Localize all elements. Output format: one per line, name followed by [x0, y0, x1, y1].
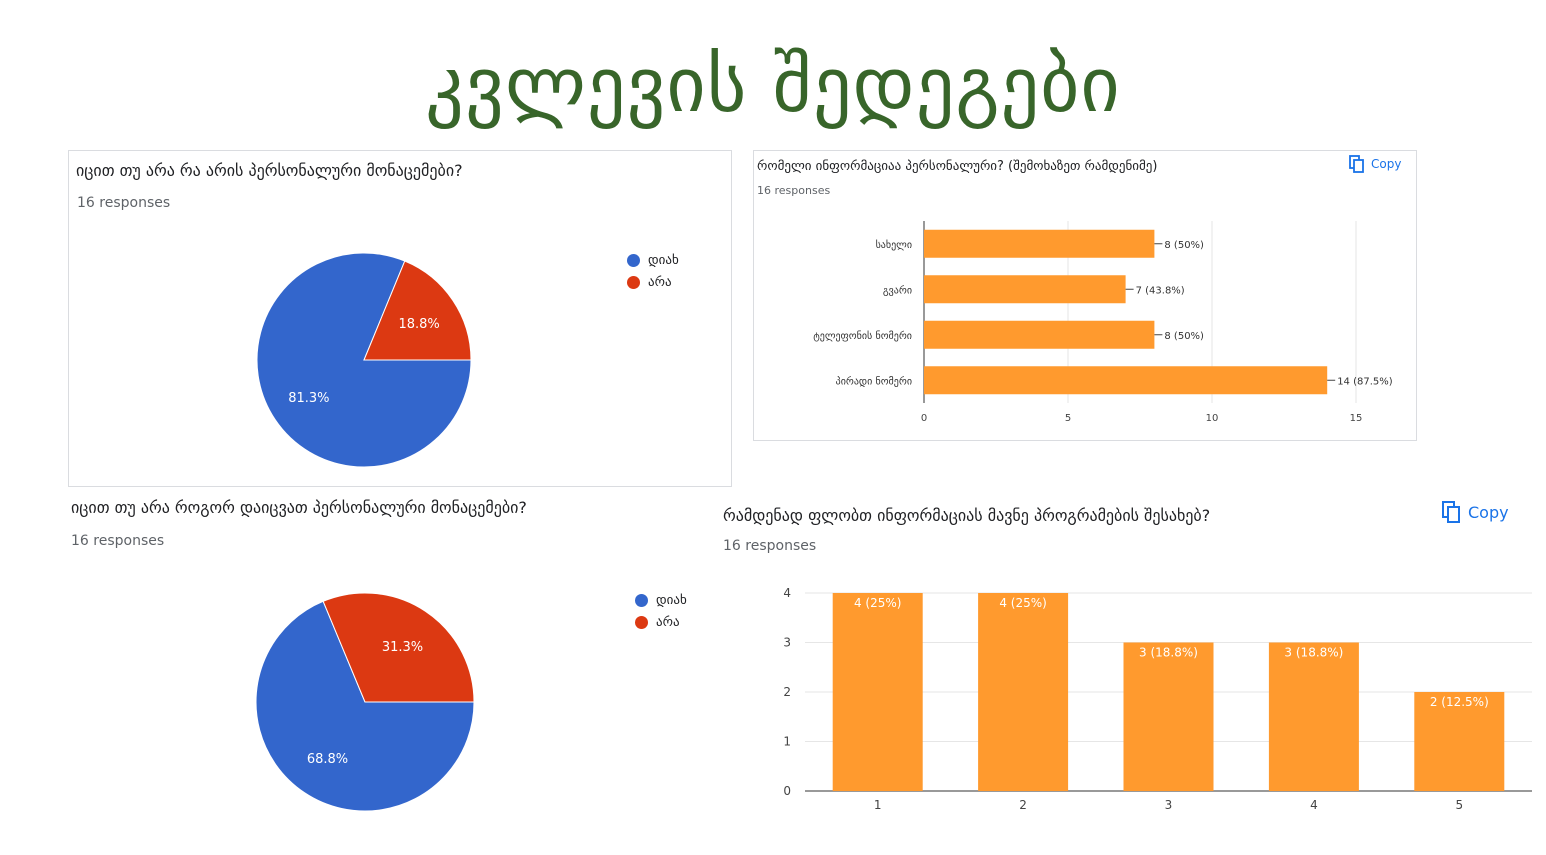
- legend-item-yes: დიახ: [635, 589, 687, 611]
- data-label: 4 (25%): [999, 596, 1046, 610]
- data-label: 14 (87.5%): [1337, 376, 1393, 387]
- pie-chart: 81.3% 18.8%: [256, 252, 472, 468]
- pie-label: 31.3%: [382, 640, 423, 655]
- response-count: 16 responses: [757, 184, 831, 197]
- legend-item-no: არა: [635, 611, 687, 633]
- category-label: ტელეფონის ნომერი: [813, 330, 912, 342]
- category-label: გვარი: [883, 284, 912, 296]
- bar: [1268, 642, 1359, 791]
- legend-label: დიახ: [656, 592, 687, 608]
- pie-chart: 68.8% 31.3%: [255, 592, 475, 812]
- x-tick-label: 5: [1455, 798, 1463, 812]
- copy-label: Copy: [1468, 503, 1509, 522]
- y-tick-label: 3: [783, 636, 791, 650]
- bar-chart-panel-2: რამდენად ფლობთ ინფორმაციას მავნე პროგრამ…: [720, 495, 1540, 850]
- legend-item-no: არა: [627, 271, 679, 293]
- x-tick-label: 4: [1310, 798, 1318, 812]
- y-tick-label: 2: [783, 685, 791, 699]
- response-count: 16 responses: [71, 533, 165, 549]
- data-label: 4 (25%): [854, 596, 901, 610]
- x-tick-label: 10: [1206, 413, 1219, 424]
- x-tick-label: 5: [1065, 413, 1071, 424]
- bar: [924, 229, 1155, 258]
- response-count: 16 responses: [723, 538, 817, 554]
- y-tick-label: 1: [783, 735, 791, 749]
- category-label: სახელი: [876, 239, 912, 251]
- data-label: 7 (43.8%): [1136, 285, 1185, 296]
- pie-slice: [363, 260, 472, 361]
- category-label: პირადი ნომერი: [836, 375, 912, 387]
- response-count: 16 responses: [77, 195, 171, 211]
- y-tick-label: 4: [783, 586, 791, 600]
- horizontal-bar-chart: 0 5 10 15 სახელი 8 (50%) გვარი 7 (43.8%) ტელეფონ…: [813, 221, 1393, 424]
- legend-swatch: [627, 275, 640, 289]
- y-tick-label: 0: [783, 784, 791, 798]
- legend-swatch: [635, 593, 648, 607]
- x-tick-label: 3: [1165, 798, 1173, 812]
- pie-chart-panel-2: იცით თუ არა როგორ დაიცვათ პერსონალური მო…: [68, 490, 730, 850]
- chart-title: იცით თუ არა როგორ დაიცვათ პერსონალური მო…: [71, 498, 527, 517]
- x-tick-label: 0: [921, 413, 927, 424]
- legend-label: არა: [648, 274, 672, 290]
- copy-label: Copy: [1371, 157, 1402, 171]
- legend-item-yes: დიახ: [627, 249, 679, 271]
- x-tick-label: 1: [874, 798, 882, 812]
- data-label: 8 (50%): [1164, 331, 1204, 342]
- legend: დიახ არა: [635, 589, 687, 633]
- data-label: 3 (18.8%): [1139, 646, 1198, 660]
- copy-button[interactable]: Copy: [1442, 501, 1509, 524]
- chart-title: რომელი ინფორმაციაა პერსონალური? (შემოხაზ…: [757, 159, 1158, 174]
- pie-slice: [322, 592, 475, 703]
- bar-chart-panel-1: რომელი ინფორმაციაა პერსონალური? (შემოხაზ…: [753, 150, 1417, 441]
- bar: [978, 593, 1069, 791]
- bar: [1123, 642, 1214, 791]
- pie-chart-panel-1: იცით თუ არა რა არის პერსონალური მონაცემე…: [68, 150, 732, 487]
- page-title: კვლევის შედეგები: [425, 40, 1121, 129]
- data-label: 3 (18.8%): [1284, 646, 1343, 660]
- chart-title: იცით თუ არა რა არის პერსონალური მონაცემე…: [76, 161, 463, 180]
- legend: დიახ არა: [627, 249, 679, 293]
- pie-label: 68.8%: [307, 752, 348, 767]
- data-label: 2 (12.5%): [1430, 695, 1489, 709]
- x-tick-label: 15: [1350, 413, 1363, 424]
- bar: [924, 275, 1126, 304]
- data-label: 8 (50%): [1164, 240, 1204, 251]
- legend-label: დიახ: [648, 252, 679, 268]
- pie-label: 18.8%: [398, 317, 439, 332]
- bar: [924, 320, 1155, 349]
- pie-slice: [256, 252, 472, 468]
- legend-label: არა: [656, 614, 680, 630]
- chart-title: რამდენად ფლობთ ინფორმაციას მავნე პროგრამ…: [723, 506, 1211, 525]
- pie-slice: [255, 600, 475, 812]
- bar: [924, 366, 1328, 395]
- copy-icon: [1349, 155, 1364, 173]
- legend-swatch: [635, 615, 648, 629]
- vertical-bar-chart: 0 1 2 3 4 4 (25%) 1 4 (25%) 2 3 (18.8%) 3 3 (18.8%)…: [783, 586, 1532, 812]
- x-tick-label: 2: [1019, 798, 1027, 812]
- copy-button[interactable]: Copy: [1349, 155, 1401, 173]
- copy-icon: [1442, 501, 1460, 523]
- legend-swatch: [627, 253, 640, 267]
- pie-label: 81.3%: [288, 391, 329, 406]
- bar: [832, 593, 923, 791]
- bar: [1414, 692, 1505, 791]
